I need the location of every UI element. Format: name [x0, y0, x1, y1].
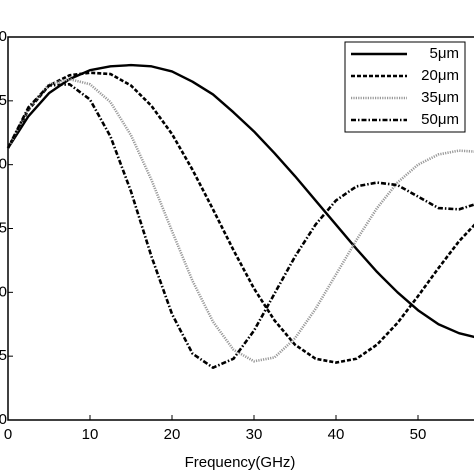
legend-box [344, 41, 466, 133]
x-tick-label: 50 [410, 426, 427, 443]
y-tick-label: 30 [0, 28, 7, 45]
x-tick-label: 40 [328, 426, 345, 443]
legend-label: 50μm [421, 111, 459, 128]
legend-label: 5μm [430, 45, 459, 62]
y-tick-label: 5 [0, 347, 7, 364]
x-tick-label: 20 [164, 426, 181, 443]
y-tick-label: 20 [0, 156, 7, 173]
series-line [6, 63, 474, 339]
x-tick-label: 0 [4, 426, 12, 443]
y-tick-label: 15 [0, 219, 7, 236]
y-tick-label: 25 [0, 92, 7, 109]
legend-label: 20μm [421, 67, 459, 84]
y-tick-label: 10 [0, 283, 7, 300]
x-tick-label: 30 [246, 426, 263, 443]
legend-label: 35μm [421, 89, 459, 106]
x-axis-label: Frequency(GHz) [185, 454, 296, 471]
series-line [6, 71, 474, 364]
series-line [6, 77, 474, 363]
x-tick-label: 10 [82, 426, 99, 443]
y-tick-label: 0 [0, 411, 7, 428]
